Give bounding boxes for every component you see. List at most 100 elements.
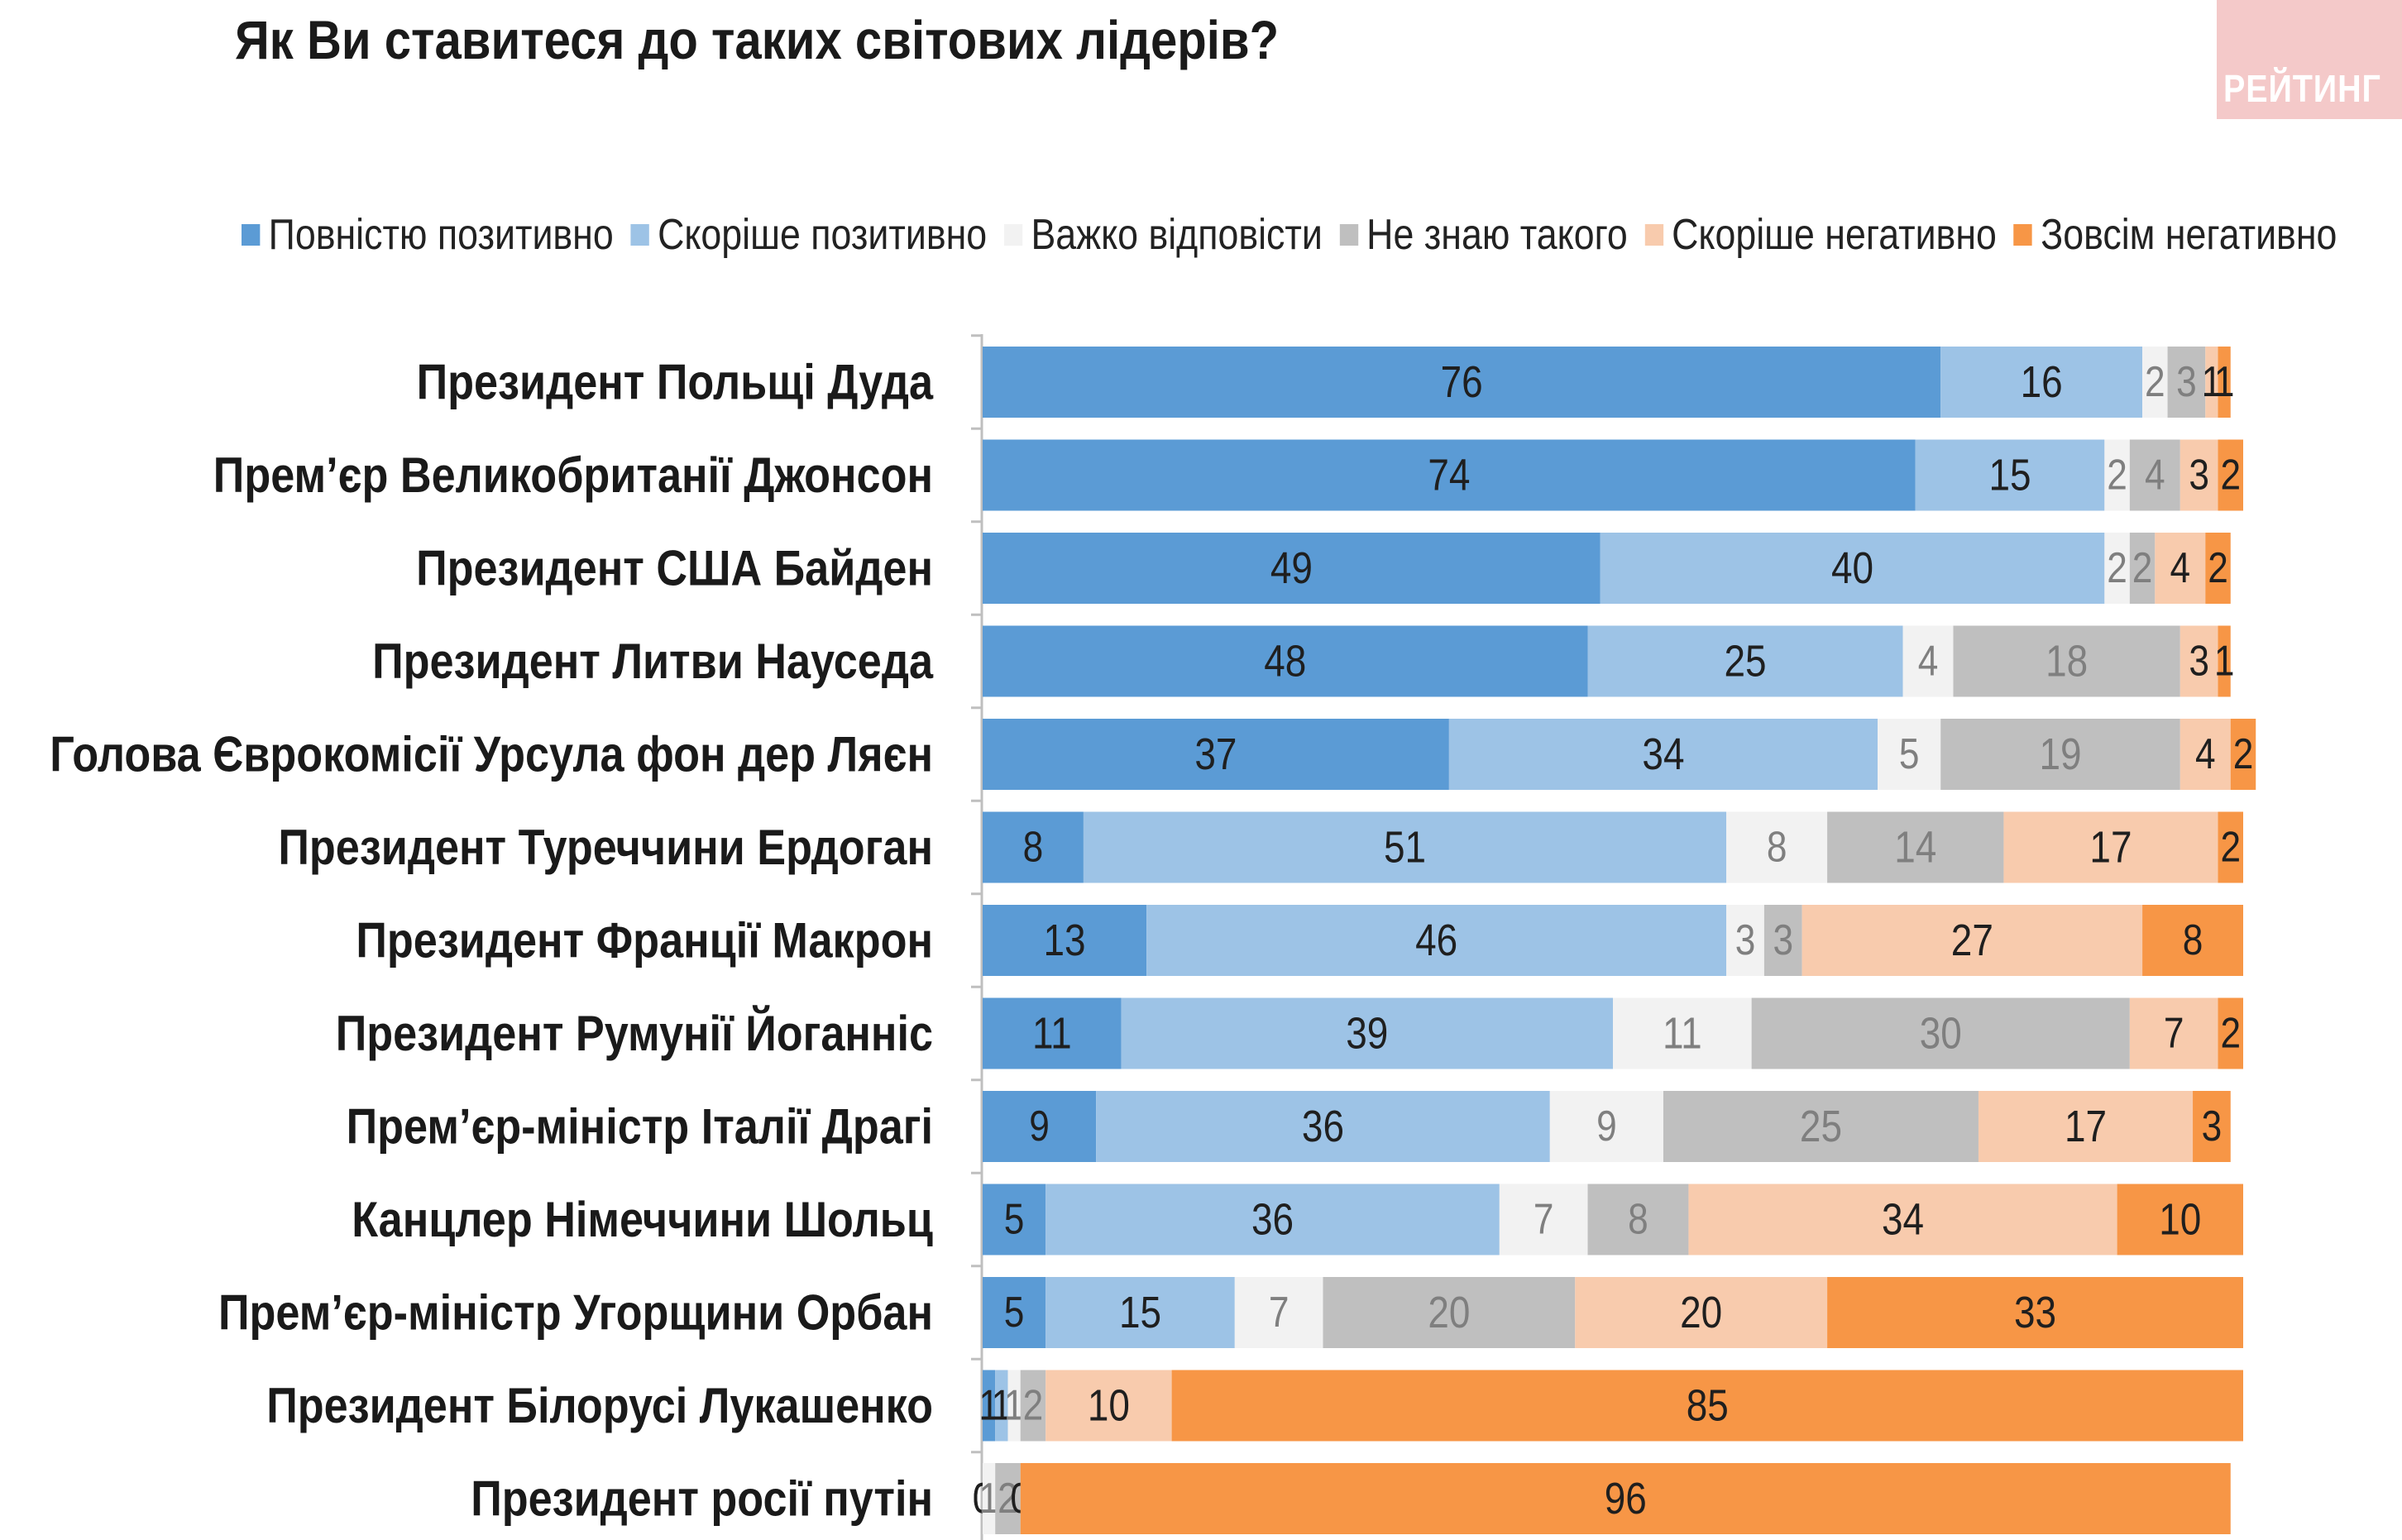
data-label: 5	[1004, 1289, 1025, 1337]
bar-segment	[983, 1277, 1046, 1348]
bar-segment	[995, 1463, 1021, 1534]
bar-segment	[2180, 439, 2218, 511]
data-label: 51	[1384, 823, 1426, 873]
bar-segment	[1827, 811, 2004, 883]
category-label: Президент Франції Макрон	[356, 913, 933, 968]
data-label: 37	[1194, 729, 1237, 779]
category-label: Прем’єр-міністр Італії Драгі	[347, 1099, 933, 1155]
bar-segment	[2218, 811, 2243, 883]
bar-segment	[995, 1370, 1008, 1442]
bar-segment	[983, 439, 1916, 511]
bar-segment	[1448, 719, 1878, 790]
legend-item: Скоріше негативно	[1644, 210, 1997, 260]
legend-swatch	[1339, 224, 1358, 246]
data-label: 7	[1269, 1289, 1290, 1337]
data-label: 48	[1264, 637, 1306, 686]
data-label: 8	[1628, 1196, 1648, 1244]
data-label: 5	[1899, 730, 1920, 778]
legend-item: Повністю позитивно	[242, 210, 614, 260]
bar-segment	[2230, 719, 2256, 790]
bar-segment	[983, 997, 1122, 1069]
data-label: 3	[2189, 452, 2209, 500]
data-label: 4	[2145, 452, 2165, 500]
bar-segment	[1726, 811, 1828, 883]
data-label: 25	[1800, 1102, 1842, 1151]
bar-segment	[1045, 1370, 1172, 1442]
bar-segment	[2104, 439, 2130, 511]
category-label: Президент Туреччини Ердоган	[278, 820, 933, 875]
legend-swatch	[242, 224, 261, 246]
legend-label: Повністю позитивно	[268, 211, 614, 259]
category-label: Прем’єр-міністр Угорщини Орбан	[218, 1285, 933, 1341]
bar-segment	[1171, 1370, 2243, 1442]
data-label: 2	[2107, 544, 2127, 592]
data-label: 2	[2220, 824, 2241, 872]
legend-swatch	[630, 224, 649, 246]
data-label: 30	[1920, 1009, 1962, 1059]
category-label: Канцлер Німеччини Шольц	[352, 1192, 933, 1247]
data-label: 2	[2132, 544, 2153, 592]
data-label: 13	[1044, 916, 1086, 965]
data-label: 15	[1989, 451, 2031, 500]
legend-swatch	[1003, 224, 1023, 246]
chart-title: Як Ви ставитеся до таких світових лідері…	[235, 9, 1280, 70]
data-label: 2	[2107, 452, 2127, 500]
bar-segment	[1587, 1184, 1689, 1255]
bar-segment	[2117, 1184, 2243, 1255]
data-label: 4	[2195, 730, 2216, 778]
data-label: 2	[2220, 1010, 2241, 1058]
bar-segment	[1007, 1370, 1021, 1442]
data-label: 33	[2014, 1288, 2056, 1337]
category-label: Голова Єврокомісії Урсула фон дер Ляєн	[50, 727, 933, 782]
legend-item: Зовсім негативно	[2013, 210, 2337, 260]
bar-segment	[2129, 997, 2218, 1069]
bar-segment	[983, 905, 1147, 976]
data-label: 18	[2046, 637, 2088, 686]
bar-segment	[1020, 1463, 2231, 1534]
data-label: 2	[1023, 1382, 1044, 1430]
bar-segment	[1323, 1277, 1576, 1348]
bar-segment	[1234, 1277, 1323, 1348]
category-label: Президент Польщі Дуда	[417, 355, 934, 410]
data-label: 2	[2208, 544, 2228, 592]
bar-segment	[2129, 439, 2180, 511]
data-label: 9	[1029, 1102, 1050, 1150]
bar-segment	[1575, 1277, 1828, 1348]
data-label: 17	[2065, 1102, 2107, 1151]
data-label: 20	[1680, 1288, 1722, 1337]
bar-segment	[1688, 1184, 2117, 1255]
data-label: 3	[1735, 916, 1756, 964]
category-label: Президент Литви Науседа	[372, 634, 933, 689]
data-label: 9	[1596, 1102, 1617, 1150]
bar-segment	[2155, 533, 2206, 604]
bar-segment	[1499, 1184, 1588, 1255]
data-label: 2	[2145, 358, 2165, 406]
data-label: 17	[2089, 823, 2132, 873]
bar-segment	[2193, 1091, 2231, 1162]
data-label: 27	[1951, 916, 1993, 965]
bar-segment	[2167, 347, 2206, 418]
bar-segment	[1940, 719, 2180, 790]
bar-segment	[1940, 347, 2143, 418]
legend-label: Скоріше позитивно	[658, 211, 988, 259]
data-label: 7	[2164, 1010, 2184, 1058]
bar-segment	[2003, 811, 2218, 883]
legend: Повністю позитивно Скоріше позитивно Важко…	[242, 205, 2354, 265]
bar-segment	[983, 1370, 996, 1442]
legend-swatch	[2013, 224, 2032, 246]
data-label: 14	[1894, 823, 1936, 873]
bar-segment	[1549, 1091, 1663, 1162]
bar-segment	[1020, 1370, 1046, 1442]
data-label: 3	[2176, 358, 2197, 406]
legend-label: Зовсім негативно	[2041, 211, 2337, 259]
bar-segment	[2218, 439, 2243, 511]
category-label: Президент Румунії Йоганніс	[336, 1006, 933, 1061]
data-label: 34	[1642, 729, 1684, 779]
data-label: 3	[1773, 916, 1793, 964]
bar-segment	[2142, 347, 2168, 418]
rating-logo-text: РЕЙТИНГ	[2223, 67, 2381, 110]
bar-segment	[1751, 997, 2130, 1069]
bar-segment	[983, 719, 1449, 790]
legend-item: Скоріше позитивно	[630, 210, 987, 260]
